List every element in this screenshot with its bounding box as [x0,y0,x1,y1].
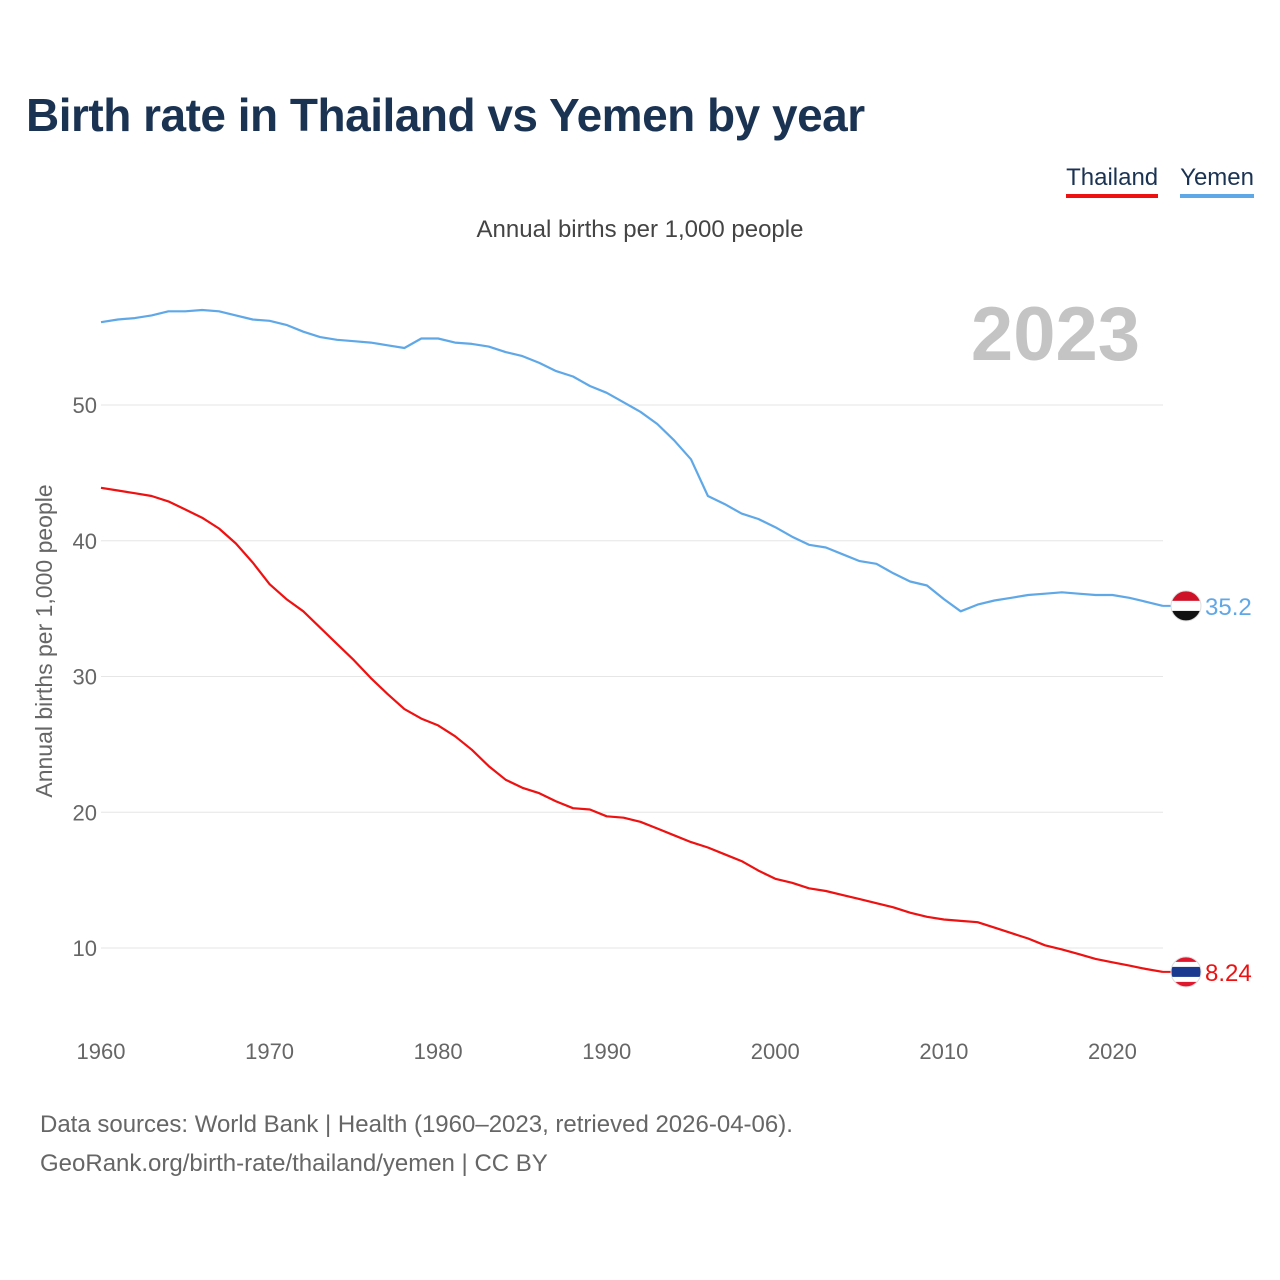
chart-subtitle: Annual births per 1,000 people [476,216,804,243]
end-value-label-thailand: 8.24 [1205,960,1252,987]
x-tick-label-2020: 2020 [1088,1039,1137,1064]
x-tick-label-1960: 1960 [77,1039,126,1064]
legend-item-yemen[interactable]: Yemen [1180,164,1254,198]
sources-line-1: Data sources: World Bank | Health (1960–… [40,1111,793,1138]
x-tick-label-2000: 2000 [751,1039,800,1064]
flag-yemen [1170,590,1202,622]
series-line-thailand [100,486,1164,973]
sources-line-2[interactable]: GeoRank.org/birth-rate/thailand/yemen | … [40,1150,548,1177]
current-year-label: 2023 [971,292,1140,377]
series-line-yemen [100,308,1164,613]
gridlines [101,404,1163,949]
x-tick-label-1980: 1980 [414,1039,463,1064]
y-tick-label-10: 10 [73,936,97,961]
x-tick-label-1990: 1990 [582,1039,631,1064]
series-lines [100,308,1164,973]
chart-title: Birth rate in Thailand vs Yemen by year [26,89,865,141]
y-tick-label-50: 50 [73,393,97,418]
y-tick-label-40: 40 [73,529,97,554]
legend-item-thailand[interactable]: Thailand [1066,164,1159,198]
x-axis-ticks: 1960 1970 1980 1990 2000 2010 2020 [77,1039,1137,1064]
x-tick-label-1970: 1970 [245,1039,294,1064]
y-tick-label-20: 20 [73,800,97,825]
y-axis-ticks: 10 20 30 40 50 [73,393,97,961]
flag-thailand [1170,956,1202,988]
end-value-label-yemen: 35.2 [1205,594,1252,621]
data-sources: Data sources: World Bank | Health (1960–… [40,1105,793,1183]
legend: Thailand Yemen [1066,164,1254,198]
y-axis-label: Annual births per 1,000 people [31,484,57,797]
series-end-markers: 8.24 35.2 [1163,590,1252,988]
x-tick-label-2010: 2010 [919,1039,968,1064]
y-tick-label-30: 30 [73,665,97,690]
